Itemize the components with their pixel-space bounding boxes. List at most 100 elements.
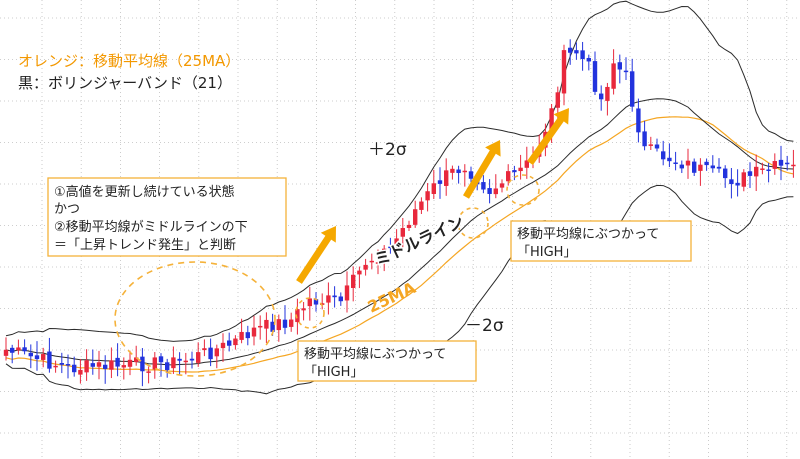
candle-body bbox=[171, 357, 176, 369]
trend-arrow-3 bbox=[527, 108, 569, 165]
candle-body bbox=[282, 319, 288, 328]
condition-text-1: ①高値を更新し続けている状態 bbox=[54, 184, 235, 200]
candle-body bbox=[394, 238, 399, 246]
callout-box-left bbox=[297, 340, 477, 382]
candle-body bbox=[109, 360, 114, 370]
callout-left-text-2: 「HIGH」 bbox=[304, 365, 363, 380]
candle-body bbox=[493, 188, 498, 195]
candle-body bbox=[747, 171, 753, 176]
candle-body bbox=[158, 356, 164, 363]
candle-body bbox=[127, 359, 133, 367]
callout-box-right bbox=[510, 220, 692, 262]
callout-right-text-1: 移動平均線にぶつかって bbox=[517, 226, 659, 242]
condition-text-3: ②移動平均線がミドルラインの下 bbox=[54, 219, 248, 235]
legend-line-ma: オレンジ：移動平均線（25MA） bbox=[18, 52, 240, 70]
candle-body bbox=[289, 319, 294, 327]
candle-body bbox=[673, 162, 678, 164]
candle-body bbox=[716, 166, 722, 169]
candle-body bbox=[400, 228, 405, 237]
candle-body bbox=[208, 347, 213, 360]
candle-body bbox=[140, 356, 145, 372]
candle-body bbox=[654, 144, 660, 149]
candle-body bbox=[53, 365, 58, 368]
candle-body bbox=[636, 108, 641, 133]
candle-body bbox=[605, 86, 610, 101]
condition-text-4: ＝「上昇トレンド発生」と判断 bbox=[54, 238, 236, 253]
candle-body bbox=[468, 171, 474, 179]
candle-body bbox=[258, 325, 263, 328]
candle-body bbox=[698, 164, 703, 171]
candle-body bbox=[227, 340, 232, 346]
highlight-ellipse-trend bbox=[114, 261, 276, 377]
candle-body bbox=[772, 161, 777, 169]
candle-body bbox=[276, 319, 281, 331]
candle-body bbox=[506, 171, 511, 182]
candle-body bbox=[685, 160, 691, 166]
candle-body bbox=[679, 164, 684, 169]
candle-body bbox=[419, 201, 424, 210]
candle-body bbox=[313, 299, 319, 305]
candle-body bbox=[202, 348, 207, 351]
candle-body bbox=[630, 71, 635, 107]
candle-body bbox=[264, 319, 269, 329]
candle-body bbox=[307, 298, 312, 307]
ma25-line bbox=[5, 116, 794, 373]
candle-body bbox=[326, 295, 331, 303]
candle-body bbox=[710, 165, 715, 169]
candle-body bbox=[723, 168, 728, 179]
candle-body bbox=[766, 169, 771, 172]
candle-body bbox=[84, 360, 89, 373]
candle-body bbox=[549, 108, 554, 134]
candle-body bbox=[413, 209, 418, 225]
candle-body bbox=[623, 70, 629, 73]
candle-body bbox=[22, 347, 27, 352]
candle-body bbox=[661, 151, 666, 160]
condition-text-2: かつ bbox=[54, 202, 80, 217]
candle-body bbox=[332, 295, 337, 298]
candle-body bbox=[518, 167, 523, 172]
candle-body bbox=[692, 161, 697, 173]
candle-body bbox=[220, 342, 226, 349]
candle-body bbox=[586, 57, 591, 62]
candle-body bbox=[580, 50, 585, 60]
candle-body bbox=[121, 365, 126, 368]
minus-2sigma-label: －2σ bbox=[465, 316, 504, 336]
highlight-ellipse-touch-2 bbox=[457, 207, 489, 239]
candle-body bbox=[245, 332, 250, 339]
candle-body bbox=[704, 161, 709, 166]
candle-body bbox=[778, 159, 784, 166]
candle-body bbox=[295, 309, 300, 323]
candle-body bbox=[499, 183, 505, 188]
trend-arrow-1 bbox=[296, 226, 336, 284]
candle-body bbox=[382, 248, 387, 263]
candle-body bbox=[59, 363, 64, 365]
candle-body bbox=[431, 183, 436, 194]
candle-body bbox=[214, 348, 219, 357]
candle-body bbox=[450, 168, 455, 173]
candle-body bbox=[196, 352, 201, 363]
candle-body bbox=[741, 172, 746, 187]
candle-body bbox=[444, 170, 449, 186]
callout-left-text-1: 移動平均線にぶつかって bbox=[304, 346, 446, 362]
legend-line-bollinger: 黒：ボリンジャーバンド（21） bbox=[18, 74, 232, 92]
candle-body bbox=[568, 47, 573, 53]
candle-body bbox=[251, 327, 257, 337]
candle-body bbox=[177, 358, 182, 361]
candle-body bbox=[28, 352, 33, 357]
candle-body bbox=[481, 182, 486, 190]
candle-body bbox=[270, 321, 275, 332]
ma-layer bbox=[5, 116, 794, 373]
candle-body bbox=[183, 360, 188, 363]
candle-body bbox=[10, 347, 15, 353]
trend-arrow-2 bbox=[463, 140, 501, 199]
candle-body bbox=[146, 371, 151, 373]
candle-body bbox=[47, 351, 52, 369]
candle-body bbox=[512, 170, 517, 173]
bollinger-upper-line bbox=[5, 0, 794, 342]
candle-body bbox=[103, 364, 108, 369]
candle-body bbox=[344, 285, 350, 301]
candle-body bbox=[90, 363, 95, 367]
candle-body bbox=[561, 50, 567, 94]
candle-body bbox=[363, 264, 368, 270]
